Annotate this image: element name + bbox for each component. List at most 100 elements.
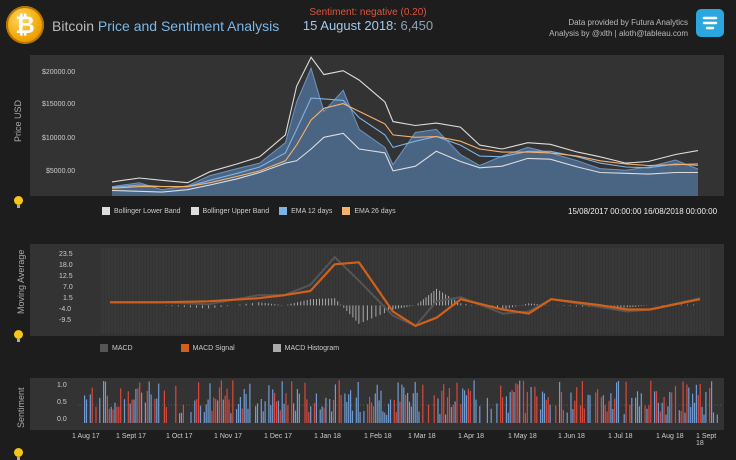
sentiment-bar: [403, 387, 404, 423]
sentiment-bar: [491, 409, 492, 423]
sentiment-bar: [204, 412, 205, 423]
sentiment-bar: [141, 393, 142, 423]
range-end: 16/08/2018 00:00:00: [644, 207, 717, 216]
sentiment-bar: [534, 387, 535, 423]
credit-analysis: Analysis by @xlth | aloth@tableau.com: [549, 28, 688, 39]
sentiment-bar: [339, 380, 340, 423]
sentiment-bar: [515, 383, 516, 423]
sentiment-bar: [679, 410, 680, 423]
sentiment-bar: [428, 405, 429, 423]
sentiment-bar: [306, 399, 307, 423]
macd-chart[interactable]: [100, 244, 710, 336]
sentiment-bar: [371, 403, 372, 424]
sentiment-bar: [261, 399, 262, 423]
sentiment-chart[interactable]: [78, 378, 722, 430]
sentiment-bar: [208, 400, 209, 423]
sentiment-bar: [217, 401, 218, 424]
sentiment-bar: [475, 400, 476, 423]
sentiment-bar: [373, 406, 374, 423]
sentiment-bar: [639, 406, 640, 423]
sentiment-bar: [650, 381, 651, 423]
sentiment-bar: [662, 403, 663, 423]
sentiment-bar: [417, 393, 418, 423]
sentiment-bar: [700, 384, 701, 423]
sentiment-bar: [618, 381, 619, 423]
insight-bulb-icon[interactable]: [14, 448, 23, 457]
x-tick: 1 May 18: [508, 433, 537, 440]
sentiment-bar: [310, 406, 311, 423]
sentiment-bar: [263, 411, 264, 423]
sentiment-bar: [278, 401, 279, 423]
sentiment-bar: [130, 404, 131, 423]
sentiment-bar: [508, 413, 509, 423]
sentiment-bar: [548, 397, 549, 423]
tableau-logo-icon[interactable]: [696, 9, 724, 37]
sentiment-bar: [456, 383, 457, 423]
sentiment-bar: [341, 395, 342, 423]
sentiment-bar: [335, 384, 336, 423]
x-tick: 1 Feb 18: [364, 433, 392, 440]
sentiment-bar: [610, 393, 611, 423]
macd-ytick: 12.5: [59, 273, 73, 280]
x-tick: 1 Jul 18: [608, 433, 633, 440]
sentiment-bar: [358, 382, 359, 423]
sentiment-bar: [445, 415, 446, 424]
sentiment-bar: [356, 398, 357, 423]
macd-yticks: 23.5 18.0 12.5 7.0 1.5 -4.0 -9.5: [55, 248, 85, 338]
sentiment-bar: [512, 390, 513, 423]
sentiment-bar: [118, 407, 119, 423]
legend-swatch: [273, 344, 281, 352]
sentiment-ylabel: Sentiment: [16, 387, 26, 428]
sentiment-bar: [90, 394, 91, 423]
sentiment-bar: [683, 382, 684, 423]
sentiment-bar: [111, 407, 112, 423]
sentiment-bar: [285, 393, 286, 423]
sentiment-bar: [200, 406, 201, 423]
sentiment-bar: [496, 404, 497, 424]
legend-label: MACD Signal: [193, 345, 235, 352]
sentiment-bar: [240, 397, 241, 423]
sentiment-bar: [588, 395, 589, 423]
sentiment-bar: [409, 402, 410, 423]
sentiment-bar: [603, 395, 604, 423]
sentiment-bar: [284, 404, 285, 423]
sentiment-bar: [589, 395, 590, 423]
sentiment-bar: [206, 404, 207, 423]
sentiment-bar: [451, 407, 452, 423]
sentiment-bar: [116, 407, 117, 423]
sentiment-bar: [601, 397, 602, 423]
sentiment-bar: [322, 407, 323, 424]
sentiment-bar: [132, 400, 133, 423]
sentiment-bar: [681, 411, 682, 423]
sentiment-bar: [137, 388, 138, 423]
sentiment-ytick: 0.0: [57, 416, 67, 423]
sentiment-bar: [255, 406, 256, 423]
date-range: 15/08/2017 00:00:00 16/08/2018 00:00:00: [568, 207, 736, 216]
insight-bulb-icon[interactable]: [14, 196, 23, 205]
sentiment-bar: [190, 412, 191, 423]
sentiment-bar: [384, 413, 385, 423]
sentiment-bar: [608, 401, 609, 423]
sentiment-bar: [198, 382, 199, 423]
sentiment-bar: [156, 399, 157, 423]
legend-swatch: [100, 344, 108, 352]
sentiment-bar: [375, 394, 376, 424]
sentiment-bar: [333, 400, 334, 423]
sentiment-bar: [455, 401, 456, 423]
sentiment-bar: [249, 384, 250, 423]
sentiment-bar: [654, 391, 655, 423]
sentiment-bar: [86, 400, 87, 424]
sentiment-bar: [525, 413, 526, 423]
sentiment-bar: [656, 391, 657, 423]
sentiment-bar: [570, 393, 571, 424]
insight-bulb-icon[interactable]: [14, 330, 23, 339]
sentiment-bar: [369, 397, 370, 423]
sentiment-bar: [641, 393, 642, 423]
sentiment-bar: [274, 393, 275, 423]
sentiment-bar: [99, 398, 100, 423]
sentiment-bar: [612, 409, 613, 423]
sentiment-bar: [396, 412, 397, 423]
sentiment-bar: [684, 413, 685, 423]
price-chart[interactable]: [112, 55, 698, 196]
sentiment-bar: [555, 406, 556, 424]
